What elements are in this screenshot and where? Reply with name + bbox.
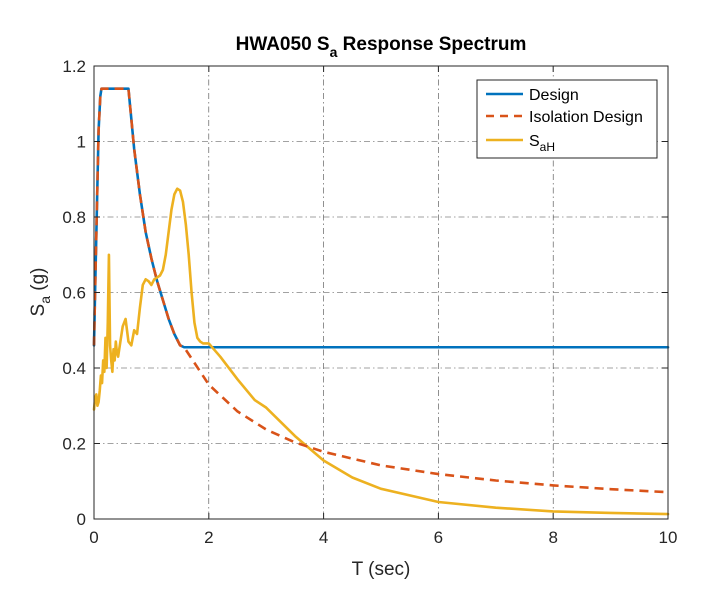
y-axis-label: Sa (g) — [28, 268, 53, 317]
y-tick-label: 0 — [77, 510, 86, 529]
x-tick-label: 8 — [548, 528, 557, 547]
y-tick-label: 1 — [77, 133, 86, 152]
y-tick-label: 1.2 — [62, 57, 86, 76]
x-axis-label: T (sec) — [352, 559, 411, 580]
series-line-isolation-design — [92, 87, 669, 494]
legend-label-sah: SaH — [529, 133, 555, 154]
chart-title: HWA050 Sa Response Spectrum — [236, 34, 527, 60]
grid — [94, 66, 668, 519]
series-line-sah — [92, 187, 670, 516]
y-tick-label: 0.2 — [62, 435, 86, 454]
legend: Design Isolation Design SaH — [476, 79, 658, 159]
y-tick-label: 0.4 — [62, 359, 86, 378]
ticks — [93, 65, 669, 520]
x-tick-label: 4 — [319, 528, 328, 547]
legend-label-design: Design — [529, 87, 579, 104]
y-tick-label: 0.6 — [62, 284, 86, 303]
legend-label-isolation-design: Isolation Design — [529, 109, 643, 126]
x-tick-label: 2 — [204, 528, 213, 547]
x-tick-label: 10 — [659, 528, 678, 547]
series-group — [92, 87, 670, 516]
tick-labels: 0 2 4 6 8 10 0 0.2 0.4 0.6 0.8 1 1.2 — [62, 57, 677, 547]
x-tick-label: 0 — [89, 528, 98, 547]
y-tick-label: 0.8 — [62, 208, 86, 227]
x-tick-label: 6 — [434, 528, 443, 547]
